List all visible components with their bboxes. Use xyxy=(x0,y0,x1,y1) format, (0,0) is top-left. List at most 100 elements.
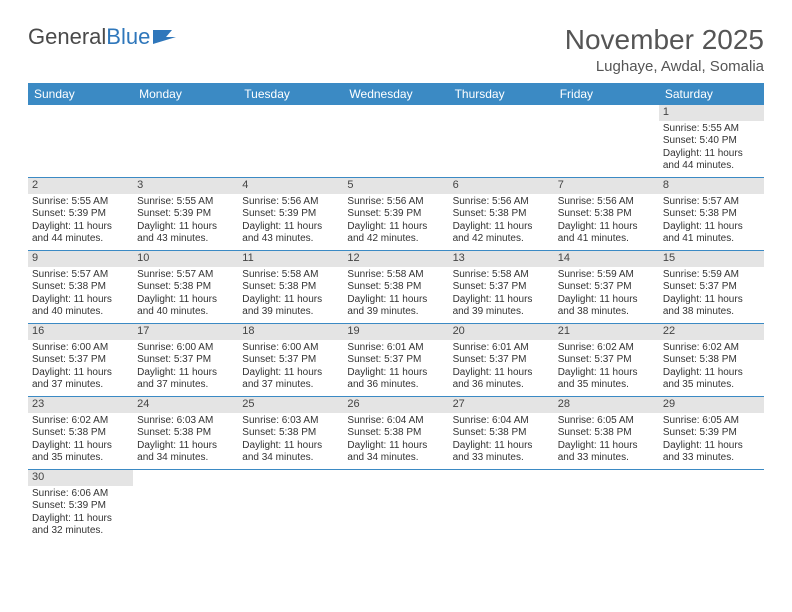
day-number: 13 xyxy=(449,251,554,267)
calendar-cell: 4Sunrise: 5:56 AMSunset: 5:39 PMDaylight… xyxy=(238,178,343,251)
brand-logo: GeneralBlue xyxy=(28,24,178,50)
day-details: Sunrise: 5:58 AMSunset: 5:38 PMDaylight:… xyxy=(343,267,448,323)
day-number: 7 xyxy=(554,178,659,194)
weekday-header: Sunday xyxy=(28,83,133,105)
month-title: November 2025 xyxy=(565,24,764,56)
calendar-cell xyxy=(343,105,448,178)
weekday-header: Wednesday xyxy=(343,83,448,105)
calendar-cell: 25Sunrise: 6:03 AMSunset: 5:38 PMDayligh… xyxy=(238,397,343,470)
day-number: 3 xyxy=(133,178,238,194)
day-number: 14 xyxy=(554,251,659,267)
calendar-cell: 3Sunrise: 5:55 AMSunset: 5:39 PMDaylight… xyxy=(133,178,238,251)
day-number: 10 xyxy=(133,251,238,267)
day-number: 11 xyxy=(238,251,343,267)
day-number: 26 xyxy=(343,397,448,413)
calendar-cell: 8Sunrise: 5:57 AMSunset: 5:38 PMDaylight… xyxy=(659,178,764,251)
header: GeneralBlue November 2025 Lughaye, Awdal… xyxy=(28,24,764,75)
day-details: Sunrise: 6:03 AMSunset: 5:38 PMDaylight:… xyxy=(133,413,238,469)
calendar-cell: 5Sunrise: 5:56 AMSunset: 5:39 PMDaylight… xyxy=(343,178,448,251)
day-number: 29 xyxy=(659,397,764,413)
day-number: 4 xyxy=(238,178,343,194)
day-details: Sunrise: 5:59 AMSunset: 5:37 PMDaylight:… xyxy=(659,267,764,323)
day-number: 28 xyxy=(554,397,659,413)
day-number: 1 xyxy=(659,105,764,121)
day-details: Sunrise: 5:58 AMSunset: 5:37 PMDaylight:… xyxy=(449,267,554,323)
calendar-cell xyxy=(343,470,448,543)
calendar-cell xyxy=(554,105,659,178)
weekday-header: Saturday xyxy=(659,83,764,105)
day-number: 30 xyxy=(28,470,133,486)
calendar-cell: 16Sunrise: 6:00 AMSunset: 5:37 PMDayligh… xyxy=(28,324,133,397)
calendar-cell: 1Sunrise: 5:55 AMSunset: 5:40 PMDaylight… xyxy=(659,105,764,178)
day-details: Sunrise: 6:04 AMSunset: 5:38 PMDaylight:… xyxy=(343,413,448,469)
day-details: Sunrise: 6:03 AMSunset: 5:38 PMDaylight:… xyxy=(238,413,343,469)
calendar-cell: 13Sunrise: 5:58 AMSunset: 5:37 PMDayligh… xyxy=(449,251,554,324)
calendar-cell: 29Sunrise: 6:05 AMSunset: 5:39 PMDayligh… xyxy=(659,397,764,470)
calendar-cell: 17Sunrise: 6:00 AMSunset: 5:37 PMDayligh… xyxy=(133,324,238,397)
day-details: Sunrise: 5:56 AMSunset: 5:38 PMDaylight:… xyxy=(554,194,659,250)
day-number: 24 xyxy=(133,397,238,413)
calendar-head: SundayMondayTuesdayWednesdayThursdayFrid… xyxy=(28,83,764,105)
day-number: 19 xyxy=(343,324,448,340)
day-number: 17 xyxy=(133,324,238,340)
calendar-cell: 20Sunrise: 6:01 AMSunset: 5:37 PMDayligh… xyxy=(449,324,554,397)
day-number: 27 xyxy=(449,397,554,413)
day-details: Sunrise: 5:57 AMSunset: 5:38 PMDaylight:… xyxy=(28,267,133,323)
day-number: 25 xyxy=(238,397,343,413)
title-block: November 2025 Lughaye, Awdal, Somalia xyxy=(565,24,764,75)
day-details: Sunrise: 6:05 AMSunset: 5:38 PMDaylight:… xyxy=(554,413,659,469)
calendar-table: SundayMondayTuesdayWednesdayThursdayFrid… xyxy=(28,83,764,542)
calendar-cell: 2Sunrise: 5:55 AMSunset: 5:39 PMDaylight… xyxy=(28,178,133,251)
calendar-cell: 21Sunrise: 6:02 AMSunset: 5:37 PMDayligh… xyxy=(554,324,659,397)
calendar-cell: 10Sunrise: 5:57 AMSunset: 5:38 PMDayligh… xyxy=(133,251,238,324)
day-details: Sunrise: 6:06 AMSunset: 5:39 PMDaylight:… xyxy=(28,486,133,542)
calendar-cell xyxy=(133,105,238,178)
day-number: 16 xyxy=(28,324,133,340)
weekday-header: Tuesday xyxy=(238,83,343,105)
calendar-body: 1Sunrise: 5:55 AMSunset: 5:40 PMDaylight… xyxy=(28,105,764,542)
weekday-header: Friday xyxy=(554,83,659,105)
calendar-cell xyxy=(238,470,343,543)
calendar-cell: 11Sunrise: 5:58 AMSunset: 5:38 PMDayligh… xyxy=(238,251,343,324)
calendar-cell: 18Sunrise: 6:00 AMSunset: 5:37 PMDayligh… xyxy=(238,324,343,397)
calendar-cell: 15Sunrise: 5:59 AMSunset: 5:37 PMDayligh… xyxy=(659,251,764,324)
day-details: Sunrise: 6:04 AMSunset: 5:38 PMDaylight:… xyxy=(449,413,554,469)
day-details: Sunrise: 6:02 AMSunset: 5:38 PMDaylight:… xyxy=(659,340,764,396)
calendar-cell: 30Sunrise: 6:06 AMSunset: 5:39 PMDayligh… xyxy=(28,470,133,543)
day-details: Sunrise: 5:58 AMSunset: 5:38 PMDaylight:… xyxy=(238,267,343,323)
calendar-cell xyxy=(659,470,764,543)
day-details: Sunrise: 6:00 AMSunset: 5:37 PMDaylight:… xyxy=(133,340,238,396)
day-number: 15 xyxy=(659,251,764,267)
day-details: Sunrise: 5:57 AMSunset: 5:38 PMDaylight:… xyxy=(659,194,764,250)
calendar-cell: 24Sunrise: 6:03 AMSunset: 5:38 PMDayligh… xyxy=(133,397,238,470)
day-details: Sunrise: 5:57 AMSunset: 5:38 PMDaylight:… xyxy=(133,267,238,323)
calendar-cell: 19Sunrise: 6:01 AMSunset: 5:37 PMDayligh… xyxy=(343,324,448,397)
brand-name-2: Blue xyxy=(106,24,150,50)
calendar-cell xyxy=(238,105,343,178)
day-number: 9 xyxy=(28,251,133,267)
day-number: 6 xyxy=(449,178,554,194)
calendar-cell xyxy=(449,105,554,178)
calendar-cell xyxy=(449,470,554,543)
day-details: Sunrise: 6:05 AMSunset: 5:39 PMDaylight:… xyxy=(659,413,764,469)
calendar-cell: 26Sunrise: 6:04 AMSunset: 5:38 PMDayligh… xyxy=(343,397,448,470)
day-number: 21 xyxy=(554,324,659,340)
day-number: 18 xyxy=(238,324,343,340)
calendar-cell: 9Sunrise: 5:57 AMSunset: 5:38 PMDaylight… xyxy=(28,251,133,324)
day-number: 5 xyxy=(343,178,448,194)
weekday-header: Monday xyxy=(133,83,238,105)
day-details: Sunrise: 5:55 AMSunset: 5:40 PMDaylight:… xyxy=(659,121,764,177)
day-details: Sunrise: 6:02 AMSunset: 5:38 PMDaylight:… xyxy=(28,413,133,469)
calendar-cell xyxy=(28,105,133,178)
day-details: Sunrise: 5:55 AMSunset: 5:39 PMDaylight:… xyxy=(133,194,238,250)
weekday-header: Thursday xyxy=(449,83,554,105)
day-number: 8 xyxy=(659,178,764,194)
location: Lughaye, Awdal, Somalia xyxy=(565,58,764,75)
day-details: Sunrise: 6:01 AMSunset: 5:37 PMDaylight:… xyxy=(343,340,448,396)
day-details: Sunrise: 5:56 AMSunset: 5:38 PMDaylight:… xyxy=(449,194,554,250)
brand-name-1: General xyxy=(28,24,106,50)
day-number: 23 xyxy=(28,397,133,413)
day-details: Sunrise: 6:00 AMSunset: 5:37 PMDaylight:… xyxy=(28,340,133,396)
calendar-cell: 7Sunrise: 5:56 AMSunset: 5:38 PMDaylight… xyxy=(554,178,659,251)
day-number: 2 xyxy=(28,178,133,194)
